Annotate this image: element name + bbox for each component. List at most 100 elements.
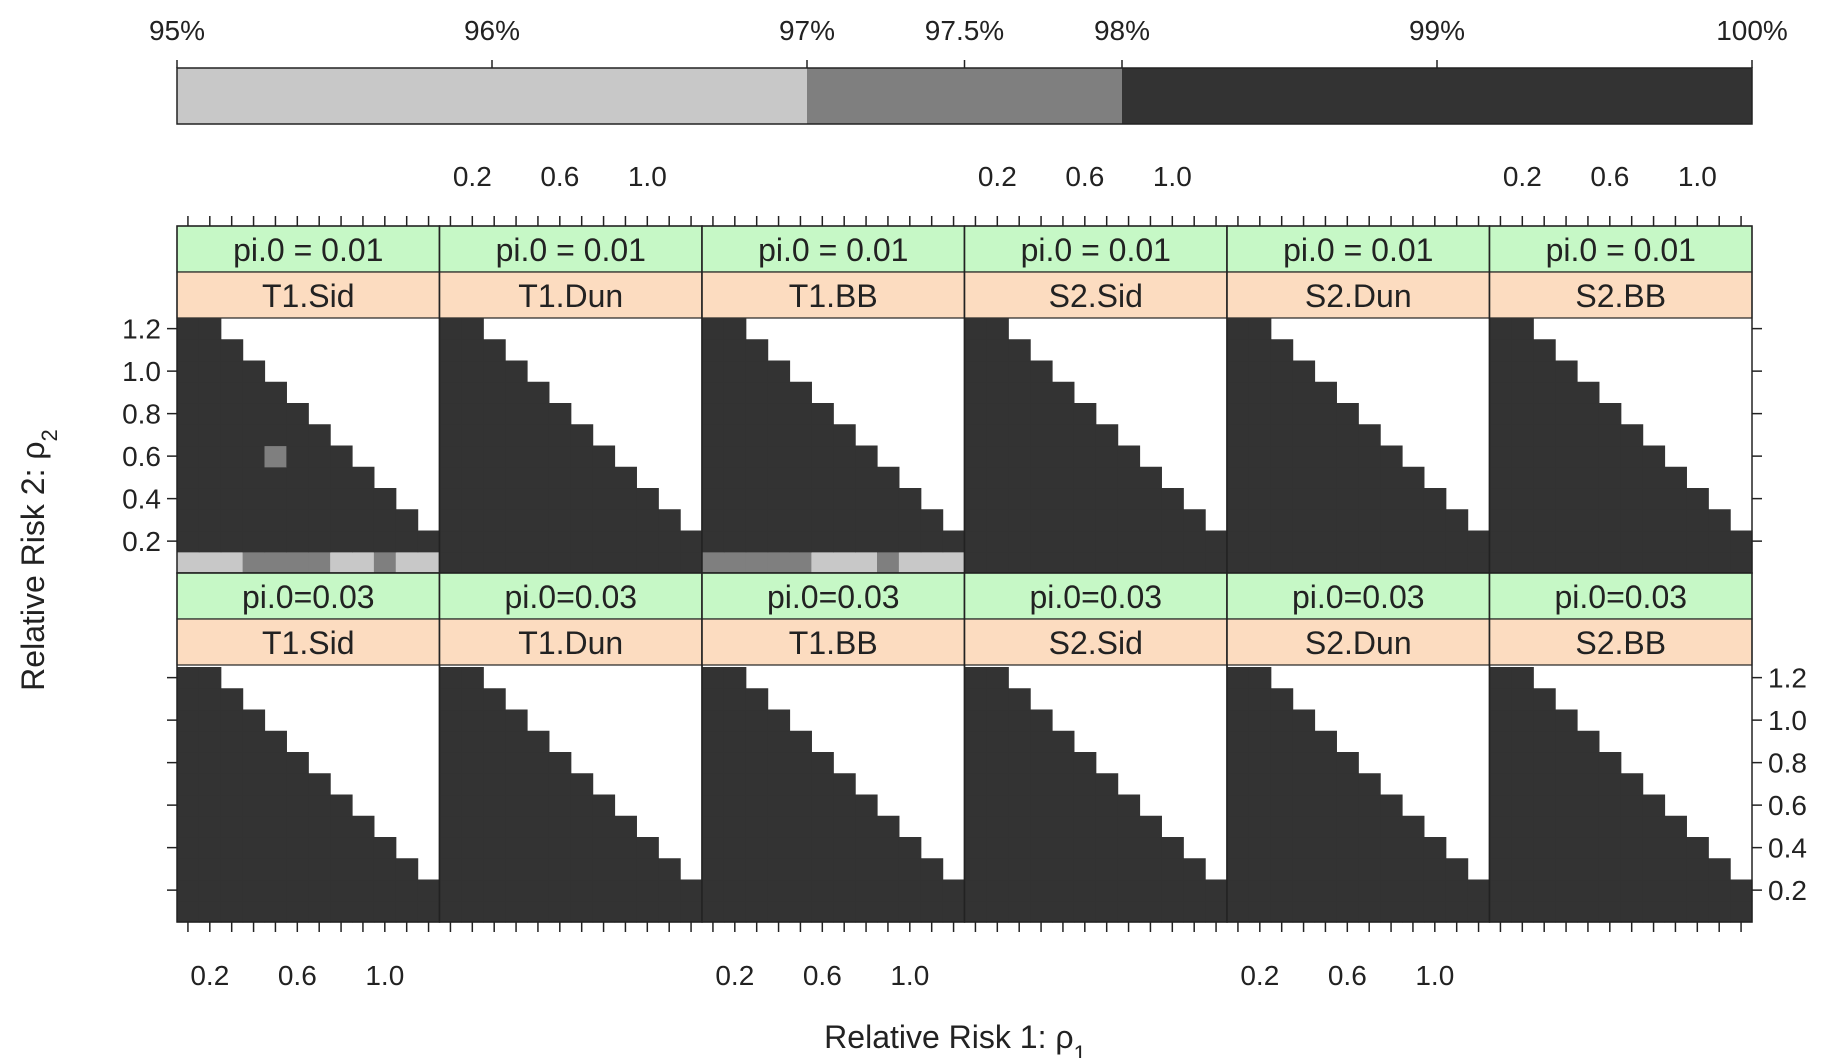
heatmap-cell [1380,509,1403,532]
heatmap-cell [723,773,747,796]
heatmap-cell [986,339,1009,362]
heatmap-cell [242,879,266,902]
heatmap-cell [877,509,900,532]
heatmap-cell [745,488,769,510]
heatmap-cell [1511,900,1534,923]
heatmap-cell [1292,424,1316,447]
heatmap-cell [1052,509,1075,532]
heatmap-cell [483,752,506,774]
heatmap-cell [964,509,987,532]
heatmap-cell [636,879,659,902]
heatmap-cell [1095,466,1119,489]
color-key-tick-label: 96% [464,15,520,46]
heatmap-cell [767,879,791,902]
heatmap-cell [833,879,856,902]
heatmap-cell [658,858,681,881]
heatmap-cell [461,551,484,574]
x-axis-label: Relative Risk 1: ρ1 [824,1019,1086,1058]
heatmap-cell [1598,773,1622,796]
heatmap-cell [1248,815,1272,838]
heatmap-cell [242,424,266,447]
heatmap-cell [767,530,791,553]
heatmap-cell [505,858,528,881]
heatmap-cell [1117,551,1141,574]
heatmap-cell [1314,879,1337,902]
heatmap-cell [855,530,878,553]
heatmap-cell [702,837,725,859]
heatmap-cell [702,488,725,510]
heatmap-cell [548,488,572,510]
color-key-tick-label: 98% [1094,15,1150,46]
panel: pi.0=0.03 S2.Sid [963,572,1228,923]
heatmap-cell [877,858,900,881]
heatmap-cell [308,900,331,923]
heatmap-cell [1095,794,1119,817]
heatmap-cell [1292,360,1316,383]
heatmap-cell [242,837,266,859]
heatmap-cell [483,445,506,468]
strip-pi0 [1226,225,1491,273]
strip-test-label: S2.Sid [1049,625,1143,661]
heatmap-cell [702,551,725,574]
heatmap-cell [789,837,812,859]
heatmap-cell [1161,900,1184,923]
panel-frame [1488,572,1753,923]
heatmap-cell [439,667,462,689]
heatmap-cell [1139,815,1162,838]
heatmap-cell [308,858,331,881]
heatmap-cell [1095,445,1119,468]
heatmap-cell [548,509,572,532]
heatmap-cell [483,794,506,817]
heatmap-cell [1248,688,1272,711]
heatmap-cell [1292,709,1316,732]
heatmap-cell [1598,424,1622,447]
heatmap-cell [592,488,616,510]
heatmap-cell [1511,551,1534,574]
heatmap-cell [1117,445,1141,468]
heatmap-cell [614,509,637,532]
heatmap-cell [1555,360,1578,383]
heatmap-cell [723,900,747,923]
heatmap-cell [898,530,922,553]
heatmap-cell [1489,403,1512,425]
heatmap-cell [1555,403,1578,425]
heatmap-cell [833,466,856,489]
heatmap-cell [614,466,637,489]
heatmap-cell [461,445,484,468]
heatmap-cell [483,403,506,425]
heatmap-cell [548,879,572,902]
strip-test [438,271,703,319]
heatmap-cell [702,752,725,774]
heatmap-cell [702,381,725,404]
heatmap-cell [1577,530,1600,553]
heatmap-cell [1555,794,1578,817]
heatmap-cell [767,381,791,404]
heatmap-cell [702,403,725,425]
heatmap-cell [1730,530,1753,553]
heatmap-cell [1117,466,1141,489]
heatmap-cell [1467,900,1491,923]
heatmap-cell [1555,381,1578,404]
heatmap-cell [330,879,353,902]
heatmap-cell [177,730,200,753]
heatmap-cell [1292,794,1316,817]
heatmap-cell [1598,445,1622,468]
heatmap-cell [439,381,462,404]
heatmap-cell [898,879,922,902]
heatmap-cell [330,445,353,468]
color-key-tick-label: 99% [1409,15,1465,46]
heatmap-cell [220,837,244,859]
heatmap-cell [1248,466,1272,489]
heatmap-cell [1708,530,1731,553]
heatmap-cell [308,794,331,817]
heatmap-cell [1183,858,1206,881]
heatmap-cell [1445,551,1469,574]
heatmap-cell [264,530,287,553]
heatmap-cell [177,424,200,447]
heatmap-cell [570,773,594,796]
heatmap-cell [198,773,222,796]
heatmap-cell [242,360,266,383]
heatmap-cell [789,858,812,881]
heatmap-cell [1686,879,1709,902]
heatmap-cell [1008,424,1031,447]
